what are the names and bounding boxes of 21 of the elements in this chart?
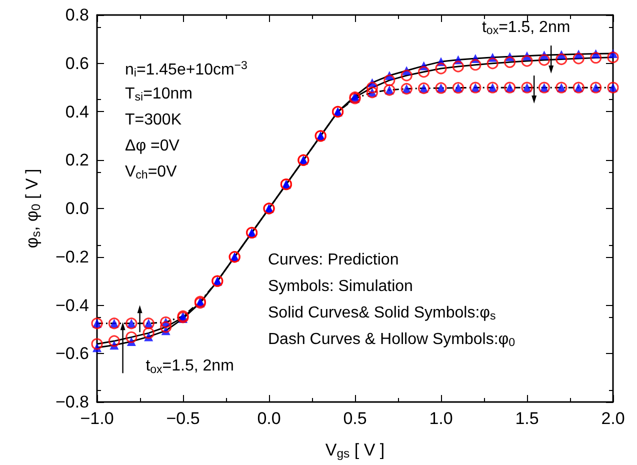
y-tick-label: 0.2 — [65, 150, 89, 170]
y-tick-label: 0.8 — [65, 6, 89, 24]
x-tick-label: 1.5 — [515, 409, 539, 428]
y-axis-title: φs, φ0 [ V ] — [22, 168, 43, 248]
x-tick-label: −0.5 — [166, 409, 200, 428]
x-tick-label: −1.0 — [80, 409, 114, 428]
y-tick-label: −0.2 — [55, 247, 89, 266]
x-tick-label: 1.0 — [429, 409, 453, 428]
y-tick-label: 0.6 — [65, 54, 89, 73]
y-tick-label: 0.0 — [65, 199, 89, 218]
annotation: Curves: Prediction — [268, 252, 399, 268]
annotation: Symbols: Simulation — [268, 278, 413, 295]
y-tick-label: −0.4 — [55, 296, 89, 315]
y-tick-label: 0.4 — [65, 102, 89, 122]
y-tick-label: −0.6 — [55, 344, 89, 364]
annotation: Δφ =0V — [125, 138, 180, 154]
x-tick-label: 0.5 — [343, 409, 367, 428]
y-tick-label: −0.8 — [55, 392, 89, 412]
x-tick-label: 2.0 — [601, 409, 625, 428]
x-tick-label: 0.0 — [257, 409, 281, 428]
annotation: T=300K — [125, 112, 182, 128]
